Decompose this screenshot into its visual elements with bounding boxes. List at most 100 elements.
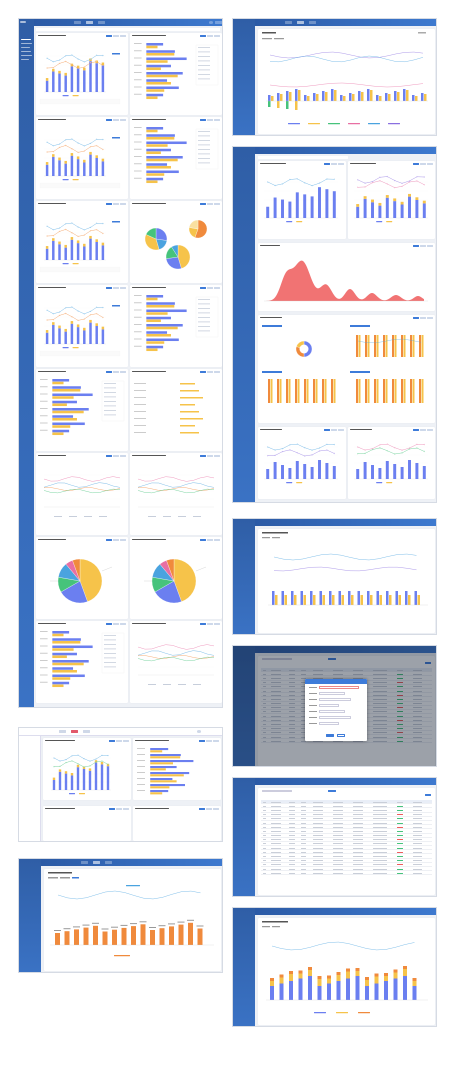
nav-tab[interactable] [297,21,304,24]
tab-a[interactable] [200,287,206,289]
table-row[interactable] [261,820,432,826]
tab-b[interactable] [206,740,212,742]
form-input[interactable] [319,698,351,701]
form-input[interactable] [319,716,351,719]
table-row[interactable] [261,867,432,872]
nav-tab[interactable] [83,730,90,733]
nav-tab[interactable] [309,21,316,24]
tab-c[interactable] [427,245,433,247]
tab-b[interactable] [207,203,213,205]
nav-tab[interactable] [98,21,105,24]
tab-c[interactable] [338,163,344,165]
tab-b[interactable] [207,623,213,625]
tab-a[interactable] [200,203,206,205]
nav-tab[interactable] [105,861,112,864]
tab-b[interactable] [420,317,426,319]
tab-a[interactable] [106,119,112,121]
tab-b[interactable] [207,287,213,289]
table-row[interactable] [261,850,432,855]
table-row[interactable] [261,846,432,851]
tab-b[interactable] [331,429,337,431]
table-row[interactable] [261,739,432,744]
tab-b[interactable] [207,539,213,541]
form-input[interactable] [319,722,339,725]
tab-c[interactable] [214,539,220,541]
tab-b[interactable] [113,371,119,373]
tab-a[interactable] [324,429,330,431]
tab-c[interactable] [338,429,344,431]
tab-a[interactable] [106,623,112,625]
tab-b[interactable] [116,740,122,742]
nav-tab[interactable] [71,730,78,733]
tab-a[interactable] [106,287,112,289]
table-row[interactable] [261,672,432,677]
tab-c[interactable] [214,623,220,625]
table-row[interactable] [261,825,432,830]
tab-c[interactable] [120,119,126,121]
cancel-button[interactable] [337,734,345,737]
tab-b[interactable] [207,35,213,37]
tab-a[interactable] [324,163,330,165]
user-avatar-icon[interactable] [197,730,201,733]
form-input[interactable] [319,710,345,713]
table-row[interactable] [261,837,432,842]
table-row[interactable] [261,808,432,813]
table-row[interactable] [261,854,432,859]
nav-tab[interactable] [74,21,81,24]
tab-b[interactable] [420,163,426,165]
tab-b[interactable] [113,623,119,625]
tab-b[interactable] [113,35,119,37]
sidebar-item[interactable] [20,59,29,61]
tab-a[interactable] [106,35,112,37]
user-menu[interactable] [215,21,222,24]
tab-c[interactable] [214,371,220,373]
table-row[interactable] [261,812,432,817]
tab-c[interactable] [120,287,126,289]
confirm-button[interactable] [326,734,334,737]
nav-tab[interactable] [86,21,93,24]
tab-b[interactable] [113,539,119,541]
nav-tab[interactable] [93,861,100,864]
tab-c[interactable] [213,808,219,810]
tab-b[interactable] [331,163,337,165]
tab-c[interactable] [214,287,220,289]
tab-c[interactable] [427,429,433,431]
tab-b[interactable] [207,119,213,121]
table-row[interactable] [261,833,432,838]
tab-c[interactable] [120,539,126,541]
tab-c[interactable] [213,740,219,742]
tab-b[interactable] [207,371,213,373]
tab-c[interactable] [214,35,220,37]
tab-b[interactable] [113,455,119,457]
form-input[interactable] [319,686,359,689]
tab-c[interactable] [214,455,220,457]
add-button[interactable] [425,662,431,665]
search-button[interactable] [328,658,336,661]
tab-a[interactable] [413,163,419,165]
tab-b[interactable] [113,119,119,121]
tab-b[interactable] [113,203,119,205]
table-row[interactable] [261,816,432,821]
tab-b[interactable] [113,287,119,289]
form-input[interactable] [319,692,345,695]
tab-c[interactable] [123,740,129,742]
tab-b[interactable] [420,245,426,247]
tab-c[interactable] [120,203,126,205]
tab-a[interactable] [413,245,419,247]
table-row[interactable] [261,858,432,863]
tab-c[interactable] [120,371,126,373]
tab-a[interactable] [106,203,112,205]
tab-c[interactable] [427,163,433,165]
search-button[interactable] [328,790,336,793]
tab-a[interactable] [200,539,206,541]
sidebar-item[interactable] [20,39,31,41]
table-row[interactable] [261,804,432,809]
sidebar-item[interactable] [20,55,32,57]
tab-a[interactable] [109,808,115,810]
tab-a[interactable] [200,455,206,457]
tab-a[interactable] [106,371,112,373]
tab-b[interactable] [207,455,213,457]
tab-a[interactable] [200,623,206,625]
tab-b[interactable] [116,808,122,810]
nav-tab[interactable] [81,861,88,864]
